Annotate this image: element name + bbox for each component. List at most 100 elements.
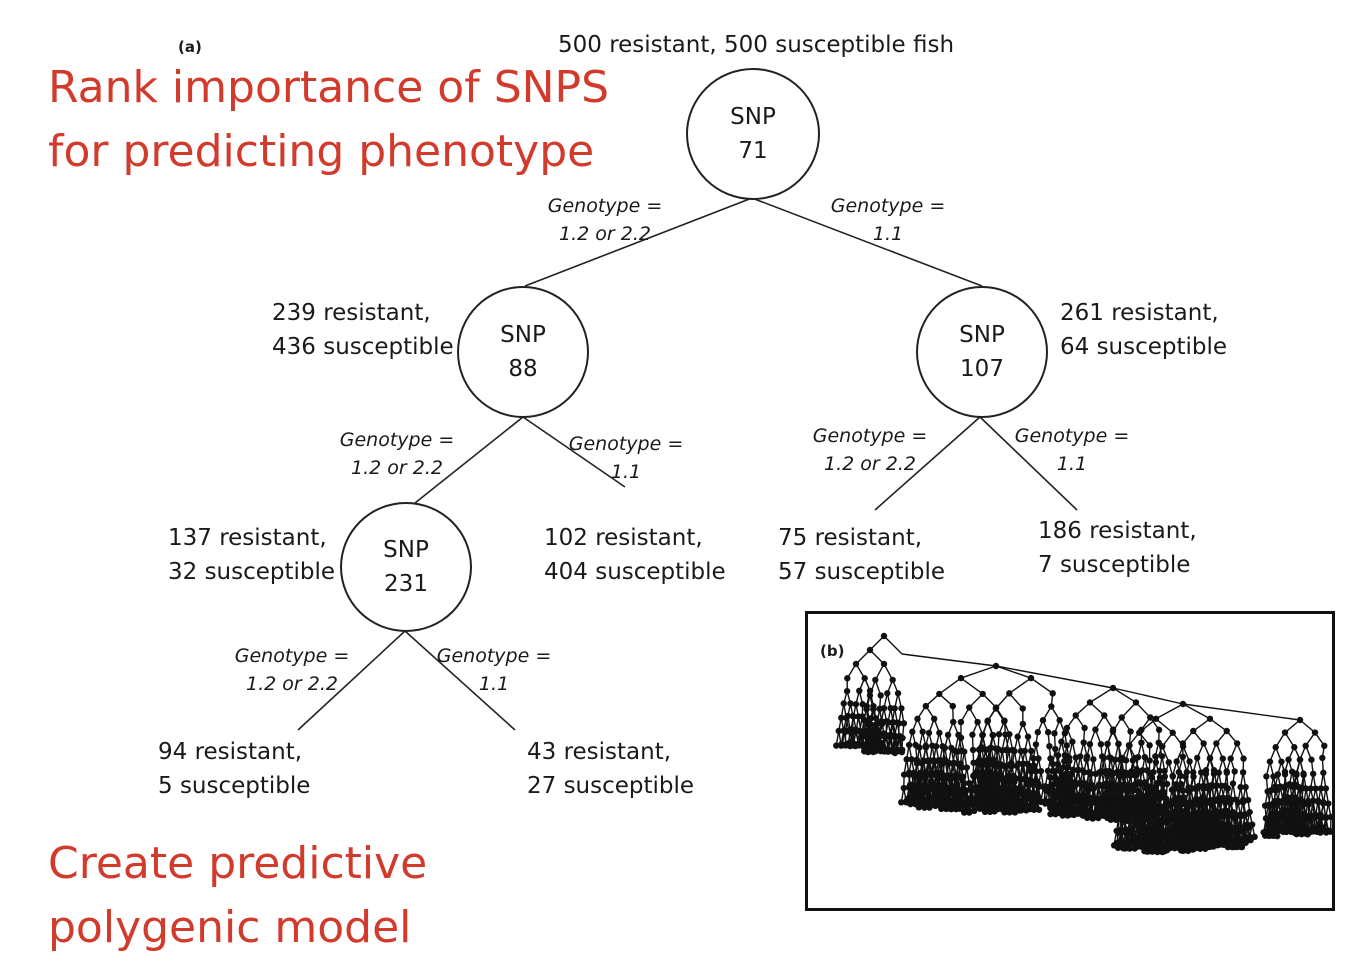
tree-node (989, 805, 997, 812)
tree-node (1080, 739, 1087, 746)
tree-node (1278, 822, 1286, 830)
edge-231-leafr (404, 630, 516, 731)
tree-node (941, 744, 949, 752)
tree-node (932, 743, 940, 750)
tree-node (884, 747, 891, 755)
tree-node (1240, 755, 1247, 762)
tree-node (1115, 811, 1123, 819)
tree-node (1232, 843, 1239, 851)
tree-node (873, 742, 880, 750)
tree-node (1131, 822, 1138, 830)
annotation-bottom-line2: polygenic model (48, 902, 412, 953)
tree-node (1054, 752, 1062, 759)
tree-node (1001, 809, 1008, 816)
tree-node (861, 675, 868, 682)
tree-node (989, 776, 997, 784)
tree-node (1269, 824, 1277, 832)
count-resistant: 261 resistant, (1060, 300, 1219, 326)
tree-node (1056, 717, 1063, 724)
tree-node (944, 731, 952, 739)
tree-node (975, 746, 983, 753)
edge-label-88-left: Genotype = 1.2 or 2.2 (337, 426, 457, 482)
tree-node (1175, 768, 1183, 776)
tree-node (939, 759, 946, 766)
tree-node (1042, 800, 1049, 807)
tree-node (932, 802, 939, 810)
tree-node (956, 792, 963, 800)
edge-label-word: Genotype = (339, 429, 455, 451)
panel-b-full-tree: (b) (805, 611, 1335, 911)
tree-node (1234, 837, 1242, 844)
count-susceptible: 7 susceptible (1038, 552, 1191, 578)
tree-node (1002, 746, 1010, 754)
tree-node (1059, 791, 1066, 799)
edge-label-word: Genotype = (1014, 425, 1130, 447)
tree-node (917, 769, 925, 776)
count-resistant: 239 resistant, (272, 300, 431, 326)
tree-node (925, 786, 932, 793)
tree-node (1118, 827, 1125, 835)
tree-node (1163, 795, 1170, 803)
edge-label-value: 1.2 or 2.2 (351, 457, 443, 479)
tree-node (1133, 810, 1141, 817)
panel-a-tag: (a) (178, 38, 202, 56)
tree-node (1281, 768, 1289, 775)
tree-node (1058, 738, 1065, 745)
tree-node (1072, 804, 1079, 811)
tree-node (1006, 800, 1014, 807)
edge-107-leafl (874, 416, 981, 511)
tree-branch (1182, 703, 1211, 720)
node-snp-88: SNP 88 (457, 286, 589, 418)
tree-node (971, 771, 978, 778)
node-snp-71-number: 71 (738, 138, 768, 164)
tree-node (1039, 717, 1047, 724)
tree-node (1042, 783, 1049, 790)
tree-node (1129, 814, 1136, 821)
tree-node (1146, 742, 1153, 749)
count-susceptible: 27 susceptible (527, 773, 695, 799)
tree-node (891, 705, 898, 712)
tree-node (1146, 789, 1153, 796)
tree-node (1227, 839, 1234, 847)
tree-node (847, 726, 855, 733)
tree-node (1035, 783, 1042, 791)
tree-node (1047, 755, 1054, 762)
count-resistant: 75 resistant, (778, 525, 923, 551)
tree-node (947, 775, 954, 782)
tree-node (1044, 767, 1052, 775)
edge-231-leafl (297, 630, 406, 731)
node-snp-107-number: 107 (960, 356, 1004, 382)
tree-node (1182, 815, 1189, 822)
tree-node (1175, 840, 1182, 848)
tree-node (1243, 821, 1251, 828)
node-snp-231-label: SNP (383, 537, 429, 563)
tree-node (947, 801, 955, 809)
tree-node (898, 799, 905, 806)
tree-node (1121, 845, 1128, 852)
tree-node (1118, 714, 1125, 721)
tree-node (1072, 779, 1079, 786)
tree-branch (869, 649, 885, 665)
edge-label-value: 1.2 or 2.2 (246, 673, 338, 695)
tree-node (1285, 756, 1292, 763)
edge-label-value: 1.1 (478, 673, 510, 695)
tree-node (1183, 768, 1191, 776)
tree-node (1115, 842, 1123, 849)
tree-node (1052, 745, 1059, 753)
tree-branch (995, 692, 1010, 709)
count-susceptible: 5 susceptible (158, 773, 311, 799)
tree-node (1219, 839, 1227, 846)
tree-node (1008, 762, 1016, 770)
tree-node (1154, 789, 1161, 796)
tree-node (893, 748, 900, 755)
annotation-bottom-line1: Create predictive (48, 838, 428, 889)
edge-label-word: Genotype = (547, 195, 663, 217)
tree-branch (1209, 718, 1228, 732)
tree-node (1126, 845, 1133, 852)
count-leaf-231-right: 43 resistant, 27 susceptible (527, 735, 694, 803)
tree-node (974, 718, 981, 726)
tree-node (880, 704, 888, 712)
tree-node (1241, 834, 1248, 842)
tree-node (1215, 769, 1223, 776)
tree-branch (869, 635, 885, 651)
